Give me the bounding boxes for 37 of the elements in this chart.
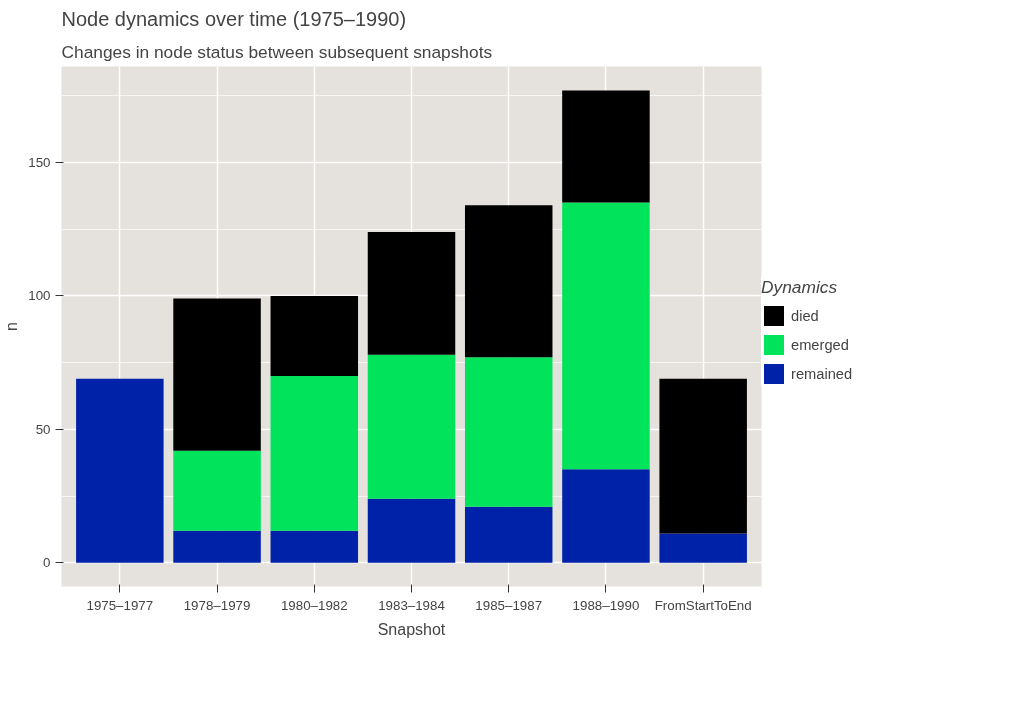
bar [562,90,650,203]
x-tick-label: 1980–1982 [280,597,348,613]
chart-title: Node dynamics over time (1975–1990) [61,7,407,30]
bar [659,533,747,563]
bar [367,498,456,563]
legend-label: remained [791,365,853,382]
y-tick-label: 0 [43,555,51,571]
x-tick-label: 1975–1977 [86,597,154,613]
bar [367,354,456,499]
legend-label: died [791,307,819,324]
y-tick-label: 100 [28,288,51,304]
x-axis-title: Snapshot [377,620,446,638]
bar [270,530,359,563]
bar [464,357,553,507]
bar [270,295,359,376]
chart-subtitle: Changes in node status between subsequent snapshots [61,41,493,62]
bar [562,202,650,470]
y-tick-label: 50 [35,421,51,437]
x-tick-label: 1978–1979 [183,597,251,613]
bar [659,378,747,534]
bar [562,469,650,563]
x-tick-label: 1988–1990 [572,597,640,613]
bar [173,530,261,563]
legend-title: Dynamics [761,277,839,298]
bar [173,450,261,531]
bar [76,378,164,563]
bar [464,506,553,563]
x-tick-label: 1983–1984 [378,597,446,613]
legend-label: emerged [791,336,849,353]
x-tick-label: FromStartToEnd [654,597,752,613]
y-axis-title: n [3,322,21,331]
y-tick-label: 150 [28,155,51,171]
bar [367,231,456,355]
bar [173,298,261,451]
bar [270,375,359,531]
bar [464,205,553,358]
x-tick-label: 1985–1987 [475,597,543,613]
